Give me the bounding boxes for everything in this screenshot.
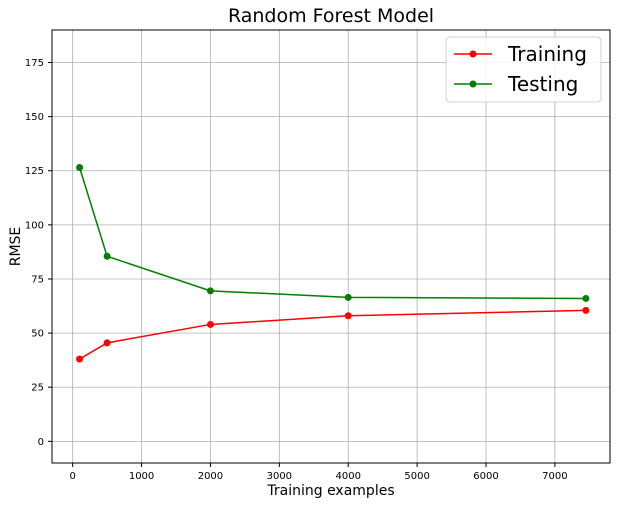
y-tick-label: 0 — [38, 437, 44, 448]
data-point-training — [206, 320, 214, 328]
x-tick-label: 3000 — [267, 471, 292, 482]
data-point-training — [582, 306, 590, 314]
series-line-training — [79, 309, 586, 360]
grid — [52, 30, 610, 463]
y-tick-label: 150 — [25, 112, 44, 123]
x-tick-label: 5000 — [404, 471, 429, 482]
data-point-testing — [582, 294, 590, 302]
data-point-training — [344, 312, 352, 320]
x-tick-label: 7000 — [542, 471, 567, 482]
x-tick-label: 2000 — [198, 471, 223, 482]
y-tick-label: 175 — [25, 58, 44, 69]
x-axis-label: Training examples — [266, 483, 394, 499]
y-tick-label: 125 — [25, 166, 44, 177]
y-tick-label: 50 — [31, 329, 44, 340]
legend-marker-testing — [469, 80, 477, 88]
x-tick-label: 6000 — [473, 471, 498, 482]
chart-title: Random Forest Model — [228, 5, 434, 27]
y-axis-label: RMSE — [8, 227, 24, 267]
y-tick-label: 100 — [25, 220, 44, 231]
legend-label-testing: Testing — [507, 72, 578, 96]
data-point-training — [76, 355, 84, 363]
data-point-testing — [103, 252, 111, 260]
data-point-testing — [344, 293, 352, 301]
data-point-training — [103, 339, 111, 347]
y-tick-label: 75 — [31, 274, 44, 285]
series-layer — [76, 163, 590, 363]
x-tick-label: 1000 — [129, 471, 154, 482]
data-point-testing — [76, 163, 84, 171]
legend: Training Testing — [445, 36, 602, 103]
plot-frame — [51, 29, 611, 464]
legend-marker-training — [469, 50, 477, 58]
data-point-testing — [206, 287, 214, 295]
y-tick-label: 25 — [31, 383, 44, 394]
legend-label-training: Training — [507, 42, 587, 66]
axis-ticks: 0 1000 2000 3000 4000 5000 6000 7000 0 25 50 75 100 1… — [25, 58, 568, 482]
x-tick-label: 4000 — [335, 471, 360, 482]
x-tick-label: 0 — [69, 471, 75, 482]
